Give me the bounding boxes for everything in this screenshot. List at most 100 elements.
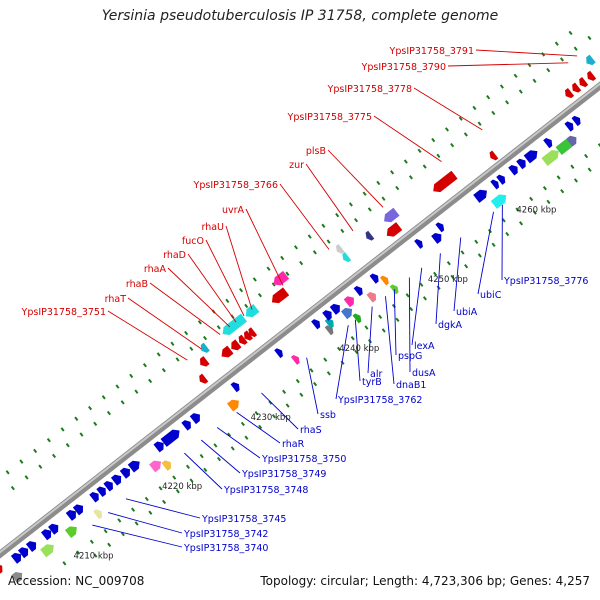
gene-label: ssb bbox=[320, 410, 336, 421]
track-dot bbox=[336, 346, 342, 352]
track-dot bbox=[79, 432, 84, 437]
track-dot bbox=[307, 234, 312, 239]
gene-label: YpsIP31758_3748 bbox=[223, 485, 308, 496]
scale-tick-label: 4240 kbp bbox=[339, 344, 379, 354]
map-title: Yersinia pseudotuberculosis IP 31758, co… bbox=[101, 8, 499, 24]
label-leader bbox=[236, 411, 281, 444]
track-dot bbox=[532, 78, 537, 84]
track-dot bbox=[450, 142, 455, 148]
gene-feature bbox=[160, 429, 180, 447]
track-dot bbox=[161, 368, 166, 373]
track-dot bbox=[463, 132, 468, 137]
gene-feature bbox=[72, 504, 84, 516]
gene-label: zur bbox=[289, 160, 304, 171]
gene-label: rhaA bbox=[144, 264, 167, 275]
gene-feature bbox=[40, 529, 52, 541]
track-dot bbox=[185, 464, 190, 470]
track-dot bbox=[477, 253, 482, 258]
gene-label: alr bbox=[370, 369, 382, 380]
gene-feature bbox=[343, 296, 354, 308]
gene-feature bbox=[161, 460, 172, 471]
scale-tick-label: 4260 kbp bbox=[516, 206, 556, 216]
gene-label: YpsIP31758_3740 bbox=[183, 543, 268, 554]
track-dot bbox=[340, 360, 345, 365]
genome-backbone bbox=[0, 81, 600, 559]
track-dot bbox=[10, 485, 15, 491]
track-dot bbox=[573, 46, 578, 51]
gene-feature bbox=[11, 571, 23, 584]
track-dot bbox=[491, 242, 496, 247]
gene-label: fucO bbox=[182, 236, 204, 247]
gene-feature bbox=[65, 509, 76, 521]
gene-feature bbox=[199, 373, 209, 384]
gene-feature bbox=[565, 88, 575, 99]
gene-feature bbox=[543, 138, 553, 149]
gene-feature bbox=[572, 82, 582, 93]
gene-label: dnaB1 bbox=[396, 380, 426, 391]
track-dots bbox=[5, 30, 600, 566]
gene-feature bbox=[490, 179, 500, 190]
backbone-highlight bbox=[0, 82, 600, 554]
track-dot bbox=[378, 314, 383, 319]
track-dot bbox=[244, 303, 249, 309]
track-dot bbox=[271, 414, 276, 419]
track-dot bbox=[5, 470, 10, 475]
label-leader bbox=[184, 452, 223, 490]
label-leader bbox=[127, 297, 202, 350]
track-dot bbox=[354, 349, 359, 355]
label-leader bbox=[187, 253, 237, 323]
label-leader bbox=[413, 87, 483, 131]
gene-feature bbox=[40, 544, 54, 558]
label-leader bbox=[108, 512, 183, 534]
track-dot bbox=[587, 35, 592, 41]
scale-tick-label: 4230 kbp bbox=[251, 413, 291, 423]
track-dot bbox=[422, 164, 427, 169]
track-dot bbox=[395, 185, 400, 191]
track-dot bbox=[252, 277, 257, 282]
track-dot bbox=[134, 521, 139, 526]
track-dot bbox=[309, 368, 314, 373]
label-leader bbox=[453, 237, 462, 312]
track-dot bbox=[280, 255, 285, 261]
label-leader bbox=[477, 211, 494, 295]
track-dot bbox=[52, 453, 57, 459]
track-dot bbox=[103, 528, 108, 534]
gene-feature bbox=[10, 552, 22, 564]
track-dot bbox=[74, 416, 79, 421]
gene-label: YpsIP31758_3766 bbox=[193, 180, 278, 191]
track-dot bbox=[282, 389, 287, 394]
gene-feature bbox=[243, 330, 253, 341]
track-dot bbox=[203, 467, 208, 473]
track-dot bbox=[312, 250, 317, 255]
track-dot bbox=[158, 486, 163, 491]
track-dot bbox=[444, 127, 450, 132]
track-dot bbox=[227, 432, 232, 437]
gene-feature bbox=[227, 399, 239, 412]
gene-feature bbox=[322, 310, 332, 321]
track-dot bbox=[556, 175, 561, 180]
label-leader bbox=[385, 296, 395, 385]
track-dot bbox=[199, 453, 204, 459]
gene-feature bbox=[274, 348, 283, 359]
gene-feature bbox=[230, 382, 240, 393]
track-dot bbox=[584, 153, 589, 159]
gene-feature bbox=[571, 115, 581, 127]
gene-feature bbox=[431, 232, 442, 244]
track-dot bbox=[405, 293, 410, 298]
track-dot bbox=[230, 446, 235, 451]
gene-feature bbox=[566, 135, 577, 147]
label-leader bbox=[435, 253, 441, 325]
track-dot bbox=[38, 464, 43, 469]
track-dot bbox=[340, 228, 345, 234]
label-leader bbox=[261, 392, 299, 430]
track-dot bbox=[515, 207, 520, 212]
track-dot bbox=[184, 330, 189, 336]
label-leader bbox=[149, 282, 221, 335]
gene-label: ubiC bbox=[480, 290, 502, 301]
gene-feature bbox=[64, 526, 77, 539]
track-dot bbox=[542, 185, 547, 191]
gene-feature bbox=[541, 150, 559, 167]
track-dot bbox=[546, 67, 551, 73]
track-dot bbox=[266, 266, 271, 271]
gene-label: rhaS bbox=[300, 425, 322, 436]
